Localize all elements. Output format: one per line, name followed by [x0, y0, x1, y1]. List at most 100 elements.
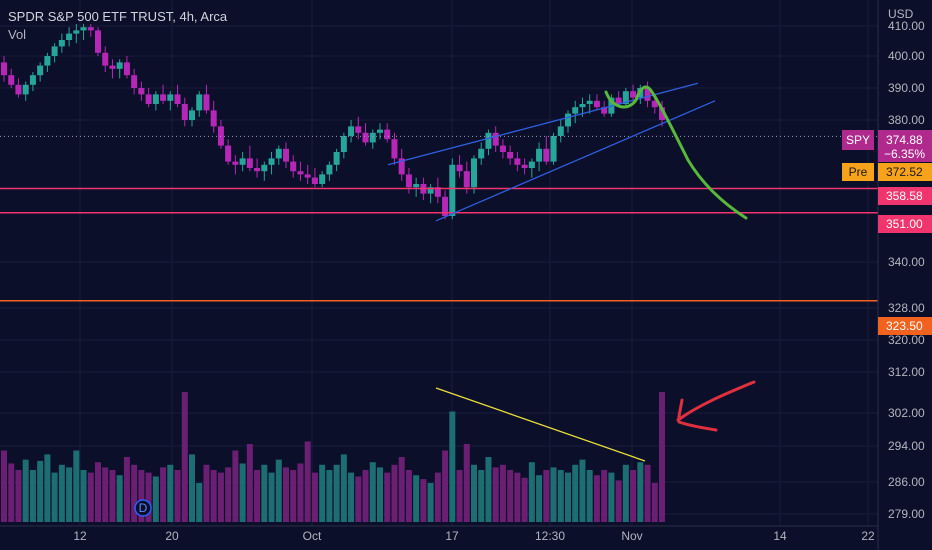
candle-body [95, 30, 101, 53]
volume-bar [377, 467, 383, 522]
volume-bar [478, 470, 485, 522]
volume-bar [622, 464, 629, 522]
candle-body [152, 94, 159, 104]
candle-body [51, 46, 58, 56]
candle-body [521, 164, 528, 168]
volume-bar [659, 392, 665, 522]
price-tick-label: 312.00 [888, 365, 925, 379]
price-tick-label: 328.00 [888, 301, 925, 315]
candle-body [102, 52, 109, 66]
volume-bar [442, 450, 449, 522]
candle-body [326, 164, 333, 175]
premarket-price-value: 372.52 [886, 165, 923, 179]
drawings[interactable]: D [134, 82, 756, 517]
candle-body [160, 94, 167, 101]
volume-bar [391, 464, 398, 522]
candle-body [340, 136, 347, 152]
volume-bar [189, 454, 195, 522]
candle-body [22, 84, 29, 95]
currency-label: USD [888, 7, 914, 21]
candle-body [145, 94, 152, 104]
price-tick-label: 294.00 [888, 439, 925, 453]
level-price-tag [878, 317, 932, 335]
candle-body [362, 132, 369, 143]
candle-body [261, 164, 268, 172]
candles [1, 24, 665, 220]
volume-bar [348, 472, 355, 522]
volume-bar [261, 464, 268, 522]
chart-legend: SPDR S&P 500 ETF TRUST, 4h, Arca Vol [8, 8, 227, 44]
volume-bar [326, 470, 333, 522]
volume-bar [116, 475, 123, 522]
candle-body [225, 145, 232, 162]
volume-bar [95, 462, 101, 522]
price-tags: SPY 374.88−6.35% Pre 372.52 358.58 351.00 323.… [842, 130, 932, 335]
level-price-value: 351.00 [886, 217, 923, 231]
dividend-event-marker [134, 499, 152, 517]
volume-bar [174, 470, 181, 522]
volume-bar [593, 475, 600, 522]
premarket-label-text: Pre [849, 165, 868, 179]
arrow-head [677, 398, 718, 432]
candle-body [239, 158, 246, 165]
candle-body [29, 75, 36, 85]
volume-bar [615, 480, 622, 522]
volume-bar [340, 454, 347, 522]
candle-body [297, 171, 304, 175]
volume-bar [572, 464, 579, 522]
volume-bar [550, 467, 557, 522]
candle-body [44, 56, 51, 66]
candle-body [579, 104, 586, 108]
volume-bar [290, 470, 297, 522]
volume-bar [131, 464, 138, 522]
time-tick-label: 17 [445, 529, 459, 543]
candle-body [189, 110, 195, 120]
candle-body [659, 107, 665, 120]
volume-bar [651, 483, 658, 522]
level-price-value: 358.58 [886, 189, 923, 203]
candle-body [123, 62, 130, 76]
volume-bar [73, 450, 80, 522]
volume-bar [644, 464, 651, 522]
candle-body [8, 75, 15, 85]
candle-body [405, 174, 412, 188]
candle-body [311, 177, 318, 184]
candle-body [514, 158, 521, 165]
volume-bar [239, 463, 246, 522]
premarket-label-tag [842, 163, 874, 181]
horizontal-levels[interactable] [0, 135, 878, 302]
volume-bar [225, 467, 232, 522]
volume-bar [109, 470, 116, 522]
volume-bar [254, 470, 261, 522]
volume-bar [463, 444, 470, 522]
candle-body [138, 88, 145, 95]
candle-body [174, 94, 181, 104]
volume-bar [37, 460, 44, 522]
volume-bar [427, 483, 434, 522]
volume-bar [29, 470, 36, 522]
candle-body [651, 100, 658, 108]
volume-bar [304, 441, 311, 522]
level-price-value: 323.50 [886, 319, 923, 333]
candle-body [550, 136, 557, 162]
volume-bar [362, 470, 369, 522]
candle-body [427, 187, 434, 194]
volume-bar [608, 472, 615, 522]
premarket-price-tag [878, 163, 932, 181]
candle-body [492, 132, 499, 146]
price-tick-label: 400.00 [888, 49, 925, 63]
volume-bar [601, 470, 608, 522]
symbol-title[interactable]: SPDR S&P 500 ETF TRUST, 4h, Arca [8, 9, 228, 24]
candle-body [485, 132, 492, 149]
candle-body [507, 152, 514, 159]
volume-indicator-label[interactable]: Vol [8, 27, 27, 42]
candle-body [210, 110, 217, 127]
spy-symbol-tag [842, 130, 874, 150]
volume-bar [44, 454, 51, 522]
volume-bar [471, 464, 477, 522]
candle-body [15, 84, 22, 95]
price-tick-label: 286.00 [888, 475, 925, 489]
price-tick-label: 302.00 [888, 406, 925, 420]
